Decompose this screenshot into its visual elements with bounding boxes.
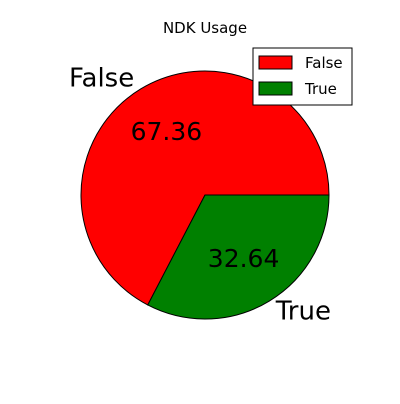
slice-value-label: 32.64	[208, 244, 280, 273]
pie-labels: 67.36 False 32.64 True	[69, 63, 331, 326]
pie-slice-true	[147, 194, 330, 320]
legend-label-false: False	[305, 54, 343, 72]
slice-category-label: False	[69, 63, 134, 93]
chart-title: NDK Usage	[163, 19, 247, 37]
pie-slice-false	[80, 70, 330, 306]
slice-value-label: 67.36	[131, 117, 203, 146]
pie-slices	[80, 70, 330, 320]
legend-swatch-true	[258, 81, 293, 96]
legend: False True	[252, 47, 353, 106]
legend-swatch-false	[258, 55, 293, 70]
slice-category-label: True	[275, 297, 331, 327]
legend-label-true: True	[304, 80, 337, 98]
